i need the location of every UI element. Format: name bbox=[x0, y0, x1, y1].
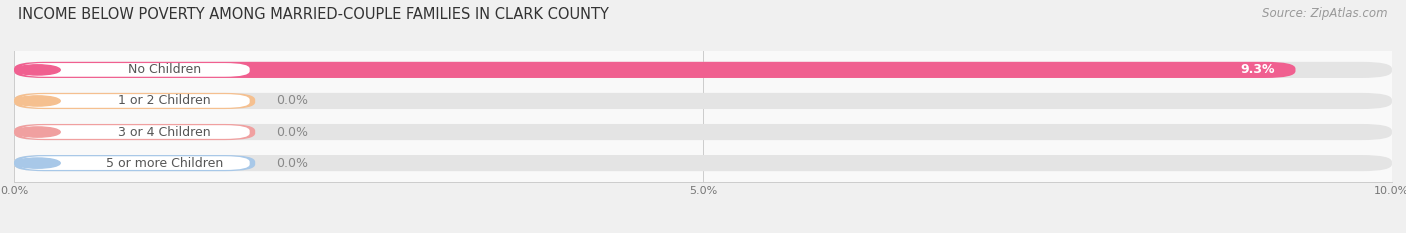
FancyBboxPatch shape bbox=[20, 63, 250, 77]
FancyBboxPatch shape bbox=[14, 62, 1295, 78]
FancyBboxPatch shape bbox=[14, 93, 256, 109]
Text: INCOME BELOW POVERTY AMONG MARRIED-COUPLE FAMILIES IN CLARK COUNTY: INCOME BELOW POVERTY AMONG MARRIED-COUPL… bbox=[18, 7, 609, 22]
Circle shape bbox=[14, 96, 60, 106]
Text: 5 or more Children: 5 or more Children bbox=[105, 157, 224, 170]
Text: No Children: No Children bbox=[128, 63, 201, 76]
FancyBboxPatch shape bbox=[14, 155, 1392, 171]
FancyBboxPatch shape bbox=[14, 62, 1392, 78]
Circle shape bbox=[14, 158, 60, 168]
FancyBboxPatch shape bbox=[20, 94, 250, 108]
Text: 9.3%: 9.3% bbox=[1240, 63, 1275, 76]
Text: 0.0%: 0.0% bbox=[276, 157, 308, 170]
Circle shape bbox=[14, 127, 60, 137]
FancyBboxPatch shape bbox=[20, 156, 250, 170]
Text: 0.0%: 0.0% bbox=[276, 126, 308, 139]
Text: 0.0%: 0.0% bbox=[276, 94, 308, 107]
FancyBboxPatch shape bbox=[14, 155, 256, 171]
FancyBboxPatch shape bbox=[20, 125, 250, 139]
Text: Source: ZipAtlas.com: Source: ZipAtlas.com bbox=[1263, 7, 1388, 20]
FancyBboxPatch shape bbox=[14, 124, 256, 140]
Text: 1 or 2 Children: 1 or 2 Children bbox=[118, 94, 211, 107]
FancyBboxPatch shape bbox=[14, 93, 1392, 109]
Text: 3 or 4 Children: 3 or 4 Children bbox=[118, 126, 211, 139]
Circle shape bbox=[14, 65, 60, 75]
FancyBboxPatch shape bbox=[14, 124, 1392, 140]
